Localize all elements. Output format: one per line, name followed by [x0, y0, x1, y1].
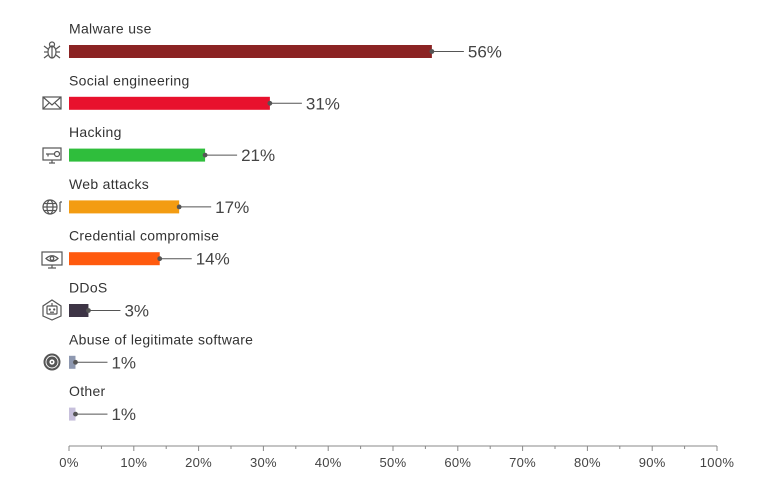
bar-end-dot-hacking — [202, 152, 208, 158]
value-label-social-engineering: 31% — [306, 94, 340, 113]
category-label-other: Other — [69, 383, 106, 399]
value-label-ddos: 3% — [124, 302, 149, 321]
bug-icon — [43, 41, 61, 59]
bar-end-dot-web-attacks — [176, 204, 182, 210]
bar-abuse-of-legitimate-software — [69, 355, 76, 369]
category-label-social-engineering: Social engineering — [69, 72, 190, 88]
category-label-credential-compromise: Credential compromise — [69, 228, 219, 244]
globe-icon — [42, 199, 62, 215]
bar-social-engineering — [69, 96, 270, 110]
x-tick-label-30: 30% — [250, 455, 277, 470]
bar-hacking — [69, 148, 206, 162]
category-label-ddos: DDoS — [69, 280, 108, 296]
x-tick-label-100: 100% — [700, 455, 735, 470]
x-tick-label-60: 60% — [444, 455, 471, 470]
bar-end-dot-ddos — [86, 308, 91, 313]
monitor-eye-icon — [41, 251, 63, 269]
x-tick-label-40: 40% — [315, 455, 342, 470]
category-label-hacking: Hacking — [69, 124, 122, 140]
category-label-abuse-of-legitimate-software: Abuse of legitimate software — [69, 331, 253, 347]
x-tick-label-70: 70% — [509, 455, 536, 470]
x-tick-label-0: 0% — [59, 455, 79, 470]
bar-end-dot-abuse-of-legitimate-software — [73, 359, 78, 365]
monitor-key-icon — [42, 147, 62, 164]
bar-end-dot-social-engineering — [267, 100, 273, 106]
bar-end-dot-other — [73, 411, 78, 417]
robot-icon — [42, 299, 62, 321]
x-tick-label-90: 90% — [639, 455, 666, 470]
x-tick-label-80: 80% — [574, 455, 601, 470]
bar-other — [69, 407, 76, 421]
disc-icon — [43, 353, 61, 371]
value-label-credential-compromise: 14% — [196, 250, 230, 269]
bar-end-dot-credential-compromise — [157, 256, 163, 262]
bar-credential-compromise — [69, 252, 160, 266]
x-tick-label-10: 10% — [120, 455, 147, 470]
value-label-abuse-of-legitimate-software: 1% — [111, 353, 136, 372]
bar-end-dot-malware-use — [429, 49, 435, 54]
bar-ddos — [69, 304, 89, 317]
bar-malware-use — [69, 45, 432, 58]
x-tick-label-50: 50% — [380, 455, 407, 470]
value-label-other: 1% — [111, 405, 136, 424]
value-label-malware-use: 56% — [468, 43, 502, 62]
category-label-web-attacks: Web attacks — [69, 176, 149, 192]
envelope-icon — [42, 96, 62, 110]
x-tick-label-20: 20% — [185, 455, 212, 470]
value-label-hacking: 21% — [241, 146, 275, 165]
bar-web-attacks — [69, 200, 180, 214]
value-label-web-attacks: 17% — [215, 198, 249, 217]
category-label-malware-use: Malware use — [69, 21, 152, 37]
